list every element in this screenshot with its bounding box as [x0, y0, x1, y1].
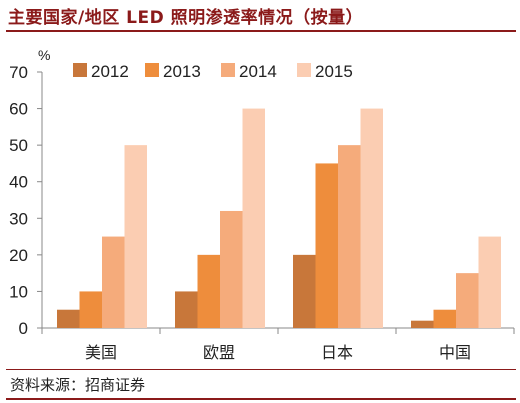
y-tick-label: 20 — [9, 246, 28, 265]
bar-2012-中国 — [411, 320, 434, 328]
legend-label: 2013 — [163, 62, 201, 81]
bar-2012-美国 — [57, 309, 80, 328]
y-tick-label: 40 — [9, 173, 28, 192]
y-tick-label: 60 — [9, 100, 28, 119]
x-tick-label: 中国 — [439, 343, 471, 362]
bar-2015-美国 — [124, 145, 147, 328]
y-tick-label: 30 — [9, 209, 28, 228]
bar-2013-中国 — [433, 309, 456, 328]
y-axis: 0 10 20 30 40 50 60 70% — [9, 47, 50, 338]
legend-label: 2015 — [315, 62, 353, 81]
source-divider — [6, 369, 516, 370]
y-tick-label: 0 — [19, 319, 28, 338]
bottom-divider — [6, 398, 516, 400]
bar-2012-欧盟 — [175, 291, 198, 328]
bar-2014-日本 — [338, 145, 361, 328]
x-axis: 美国 欧盟 日本 中国 — [41, 327, 515, 362]
source-note: 资料来源：招商证券 — [10, 376, 146, 394]
bar-2012-日本 — [293, 254, 316, 328]
legend: 2012 2013 2014 2015 — [73, 62, 353, 81]
legend-swatch — [145, 63, 159, 77]
y-axis-unit: % — [38, 47, 50, 63]
bar-2015-日本 — [360, 108, 383, 328]
x-tick-label: 日本 — [321, 343, 353, 362]
legend-label: 2014 — [239, 62, 277, 81]
bar-2014-美国 — [102, 236, 125, 328]
legend-swatch — [297, 63, 311, 77]
x-tick-label: 美国 — [85, 343, 117, 362]
legend-label: 2012 — [91, 62, 129, 81]
bars — [57, 108, 501, 328]
bar-2015-欧盟 — [242, 108, 265, 328]
chart-title: 主要国家/地区 LED 照明渗透率情况（按量） — [8, 8, 364, 28]
bar-2014-中国 — [456, 273, 479, 328]
bar-2015-中国 — [478, 236, 501, 328]
bar-2013-日本 — [315, 163, 338, 328]
x-tick-label: 欧盟 — [203, 343, 235, 362]
bar-2014-欧盟 — [220, 210, 243, 328]
bar-2013-欧盟 — [197, 254, 220, 328]
legend-swatch — [221, 63, 235, 77]
y-tick-label: 10 — [9, 282, 28, 301]
legend-swatch — [73, 63, 87, 77]
y-tick-label: 70 — [9, 63, 28, 82]
bar-2013-美国 — [79, 291, 102, 328]
title-divider — [6, 30, 516, 32]
y-tick-label: 50 — [9, 136, 28, 155]
